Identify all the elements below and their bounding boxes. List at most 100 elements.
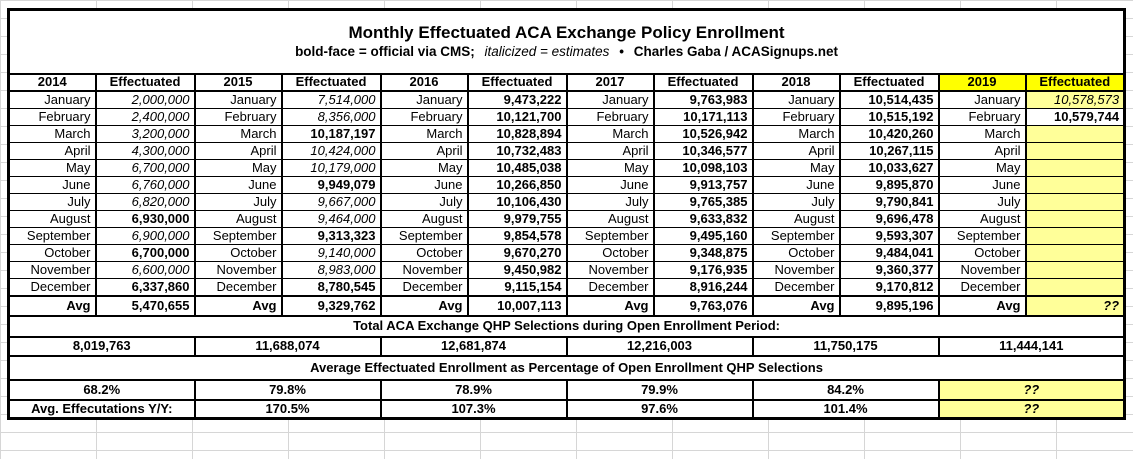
enrollment-value-2019-october[interactable]	[1024, 244, 1126, 262]
effectuated-header-2015[interactable]: Effectuated	[280, 73, 382, 92]
month-label-2019-march[interactable]: March	[937, 125, 1027, 143]
month-label-2016-february[interactable]: February	[379, 108, 469, 126]
enrollment-value-2019-june[interactable]	[1024, 176, 1126, 194]
enrollment-value-2019-may[interactable]	[1024, 159, 1126, 177]
enrollment-value-2015-december[interactable]: 8,780,545	[280, 278, 382, 297]
enrollment-value-2017-february[interactable]: 10,171,113	[652, 108, 754, 126]
month-label-2014-february[interactable]: February	[7, 108, 97, 126]
enrollment-value-2014-november[interactable]: 6,600,000	[94, 261, 196, 279]
effectuated-header-2019[interactable]: Effectuated	[1024, 73, 1126, 92]
month-label-2015-january[interactable]: January	[193, 90, 283, 109]
month-label-2015-july[interactable]: July	[193, 193, 283, 211]
month-label-2016-december[interactable]: December	[379, 278, 469, 297]
month-label-2015-august[interactable]: August	[193, 210, 283, 228]
enrollment-value-2014-december[interactable]: 6,337,860	[94, 278, 196, 297]
yoy-value-2016[interactable]: 107.3%	[379, 399, 568, 420]
month-label-2017-august[interactable]: August	[565, 210, 655, 228]
enrollment-value-2017-october[interactable]: 9,348,875	[652, 244, 754, 262]
enrollment-value-2018-january[interactable]: 10,514,435	[838, 90, 940, 109]
month-label-2017-april[interactable]: April	[565, 142, 655, 160]
enrollment-value-2014-april[interactable]: 4,300,000	[94, 142, 196, 160]
enrollment-value-2014-june[interactable]: 6,760,000	[94, 176, 196, 194]
month-label-2014-june[interactable]: June	[7, 176, 97, 194]
enrollment-value-2018-september[interactable]: 9,593,307	[838, 227, 940, 245]
enrollment-value-2016-january[interactable]: 9,473,222	[466, 90, 568, 109]
year-header-2017[interactable]: 2017	[565, 73, 655, 92]
month-label-2019-october[interactable]: October	[937, 244, 1027, 262]
month-label-2019-may[interactable]: May	[937, 159, 1027, 177]
enrollment-value-2018-april[interactable]: 10,267,115	[838, 142, 940, 160]
month-label-2017-june[interactable]: June	[565, 176, 655, 194]
month-label-2015-february[interactable]: February	[193, 108, 283, 126]
enrollment-value-2017-september[interactable]: 9,495,160	[652, 227, 754, 245]
avg-label-2016[interactable]: Avg	[379, 295, 469, 317]
month-label-2018-december[interactable]: December	[751, 278, 841, 297]
month-label-2019-february[interactable]: February	[937, 108, 1027, 126]
month-label-2014-november[interactable]: November	[7, 261, 97, 279]
month-label-2016-november[interactable]: November	[379, 261, 469, 279]
enrollment-value-2014-january[interactable]: 2,000,000	[94, 90, 196, 109]
enrollment-value-2018-august[interactable]: 9,696,478	[838, 210, 940, 228]
month-label-2017-july[interactable]: July	[565, 193, 655, 211]
enrollment-value-2016-february[interactable]: 10,121,700	[466, 108, 568, 126]
month-label-2016-march[interactable]: March	[379, 125, 469, 143]
enrollment-value-2017-april[interactable]: 10,346,577	[652, 142, 754, 160]
month-label-2014-october[interactable]: October	[7, 244, 97, 262]
month-label-2015-may[interactable]: May	[193, 159, 283, 177]
effectuated-header-2017[interactable]: Effectuated	[652, 73, 754, 92]
enrollment-value-2016-september[interactable]: 9,854,578	[466, 227, 568, 245]
avg-value-2014[interactable]: 5,470,655	[94, 295, 196, 317]
month-label-2014-august[interactable]: August	[7, 210, 97, 228]
enrollment-value-2016-december[interactable]: 9,115,154	[466, 278, 568, 297]
month-label-2016-august[interactable]: August	[379, 210, 469, 228]
enrollment-value-2018-december[interactable]: 9,170,812	[838, 278, 940, 297]
month-label-2019-september[interactable]: September	[937, 227, 1027, 245]
enrollment-value-2014-july[interactable]: 6,820,000	[94, 193, 196, 211]
month-label-2016-january[interactable]: January	[379, 90, 469, 109]
enrollment-value-2018-october[interactable]: 9,484,041	[838, 244, 940, 262]
enrollment-value-2016-july[interactable]: 10,106,430	[466, 193, 568, 211]
effectuated-percentage-2016[interactable]: 78.9%	[379, 379, 568, 401]
effectuated-percentage-2019[interactable]: ??	[937, 379, 1126, 401]
enrollment-value-2017-december[interactable]: 8,916,244	[652, 278, 754, 297]
month-label-2018-april[interactable]: April	[751, 142, 841, 160]
enrollment-value-2014-may[interactable]: 6,700,000	[94, 159, 196, 177]
enrollment-value-2014-october[interactable]: 6,700,000	[94, 244, 196, 262]
month-label-2019-april[interactable]: April	[937, 142, 1027, 160]
enrollment-value-2016-march[interactable]: 10,828,894	[466, 125, 568, 143]
month-label-2018-july[interactable]: July	[751, 193, 841, 211]
effectuated-percentage-2014[interactable]: 68.2%	[7, 379, 196, 401]
enrollment-value-2015-may[interactable]: 10,179,000	[280, 159, 382, 177]
avg-value-2019[interactable]: ??	[1024, 295, 1126, 317]
month-label-2018-may[interactable]: May	[751, 159, 841, 177]
enrollment-value-2019-april[interactable]	[1024, 142, 1126, 160]
month-label-2014-march[interactable]: March	[7, 125, 97, 143]
enrollment-value-2015-september[interactable]: 9,313,323	[280, 227, 382, 245]
month-label-2014-december[interactable]: December	[7, 278, 97, 297]
avg-value-2017[interactable]: 9,763,076	[652, 295, 754, 317]
qhp-total-2019[interactable]: 11,444,141	[937, 336, 1126, 357]
avg-value-2018[interactable]: 9,895,196	[838, 295, 940, 317]
month-label-2017-march[interactable]: March	[565, 125, 655, 143]
month-label-2018-june[interactable]: June	[751, 176, 841, 194]
month-label-2018-november[interactable]: November	[751, 261, 841, 279]
enrollment-value-2016-november[interactable]: 9,450,982	[466, 261, 568, 279]
enrollment-value-2016-may[interactable]: 10,485,038	[466, 159, 568, 177]
enrollment-value-2019-march[interactable]	[1024, 125, 1126, 143]
enrollment-value-2015-july[interactable]: 9,667,000	[280, 193, 382, 211]
month-label-2016-april[interactable]: April	[379, 142, 469, 160]
month-label-2019-august[interactable]: August	[937, 210, 1027, 228]
enrollment-value-2015-august[interactable]: 9,464,000	[280, 210, 382, 228]
enrollment-value-2017-may[interactable]: 10,098,103	[652, 159, 754, 177]
enrollment-value-2015-october[interactable]: 9,140,000	[280, 244, 382, 262]
avg-label-2017[interactable]: Avg	[565, 295, 655, 317]
qhp-total-2016[interactable]: 12,681,874	[379, 336, 568, 357]
enrollment-value-2017-july[interactable]: 9,765,385	[652, 193, 754, 211]
enrollment-value-2019-december[interactable]	[1024, 278, 1126, 297]
qhp-total-2015[interactable]: 11,688,074	[193, 336, 382, 357]
enrollment-value-2019-september[interactable]	[1024, 227, 1126, 245]
enrollment-value-2018-june[interactable]: 9,895,870	[838, 176, 940, 194]
yoy-value-2015[interactable]: 170.5%	[193, 399, 382, 420]
month-label-2015-december[interactable]: December	[193, 278, 283, 297]
month-label-2018-march[interactable]: March	[751, 125, 841, 143]
